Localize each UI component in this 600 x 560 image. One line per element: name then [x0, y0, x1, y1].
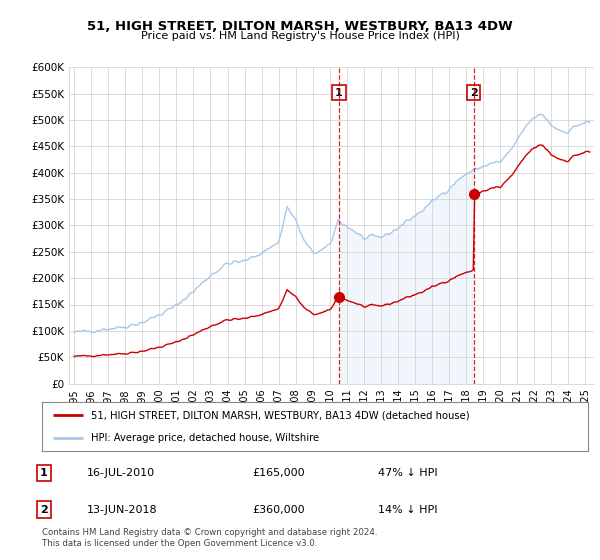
Text: 47% ↓ HPI: 47% ↓ HPI: [378, 468, 437, 478]
Text: Contains HM Land Registry data © Crown copyright and database right 2024.
This d: Contains HM Land Registry data © Crown c…: [42, 528, 377, 548]
Text: 51, HIGH STREET, DILTON MARSH, WESTBURY, BA13 4DW (detached house): 51, HIGH STREET, DILTON MARSH, WESTBURY,…: [91, 410, 470, 421]
Text: 1: 1: [335, 87, 343, 97]
Text: £165,000: £165,000: [252, 468, 305, 478]
Text: Price paid vs. HM Land Registry's House Price Index (HPI): Price paid vs. HM Land Registry's House …: [140, 31, 460, 41]
Text: 51, HIGH STREET, DILTON MARSH, WESTBURY, BA13 4DW: 51, HIGH STREET, DILTON MARSH, WESTBURY,…: [87, 20, 513, 32]
Text: 14% ↓ HPI: 14% ↓ HPI: [378, 505, 437, 515]
Text: 1: 1: [40, 468, 47, 478]
Text: £360,000: £360,000: [252, 505, 305, 515]
Text: 13-JUN-2018: 13-JUN-2018: [87, 505, 158, 515]
Text: 2: 2: [40, 505, 47, 515]
Text: HPI: Average price, detached house, Wiltshire: HPI: Average price, detached house, Wilt…: [91, 433, 319, 443]
Text: 2: 2: [470, 87, 478, 97]
Text: 16-JUL-2010: 16-JUL-2010: [87, 468, 155, 478]
